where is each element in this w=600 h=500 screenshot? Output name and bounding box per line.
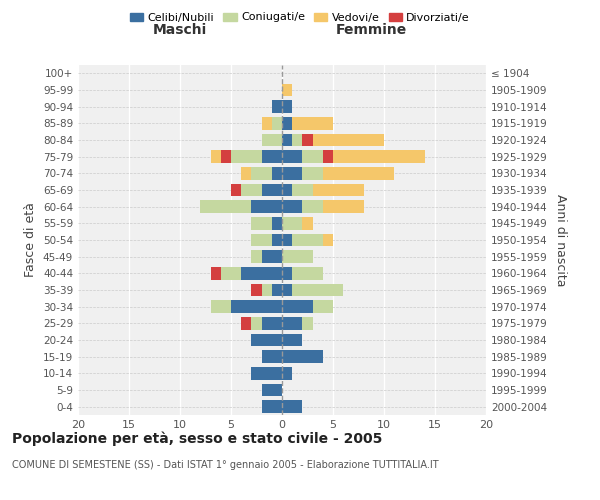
Bar [262,184,282,196]
Bar [333,150,425,163]
Bar [251,250,262,263]
Bar [282,117,292,130]
Bar [221,150,231,163]
Bar [292,117,333,130]
Text: Maschi: Maschi [153,24,207,38]
Bar [251,284,262,296]
Bar [282,150,302,163]
Bar [221,267,241,280]
Bar [211,267,221,280]
Bar [251,167,272,179]
Bar [292,234,323,246]
Bar [262,117,272,130]
Bar [282,167,302,179]
Bar [282,267,292,280]
Bar [241,167,251,179]
Bar [323,150,333,163]
Bar [262,250,282,263]
Text: Popolazione per età, sesso e stato civile - 2005: Popolazione per età, sesso e stato civil… [12,431,382,446]
Bar [313,300,333,313]
Bar [282,300,313,313]
Y-axis label: Fasce di età: Fasce di età [25,202,37,278]
Y-axis label: Anni di nascita: Anni di nascita [554,194,567,286]
Bar [211,300,231,313]
Bar [282,234,292,246]
Bar [282,84,292,96]
Bar [251,367,282,380]
Bar [272,117,282,130]
Bar [241,267,282,280]
Bar [262,150,282,163]
Bar [323,200,364,213]
Bar [262,317,282,330]
Bar [272,284,282,296]
Bar [282,367,292,380]
Bar [272,167,282,179]
Bar [251,234,272,246]
Bar [302,167,323,179]
Bar [211,150,221,163]
Bar [282,100,292,113]
Bar [262,400,282,413]
Bar [272,217,282,230]
Bar [292,284,343,296]
Bar [292,134,302,146]
Bar [251,317,262,330]
Bar [282,317,302,330]
Bar [262,384,282,396]
Bar [282,284,292,296]
Bar [302,134,313,146]
Bar [323,234,333,246]
Bar [251,200,282,213]
Bar [200,200,251,213]
Bar [313,134,384,146]
Bar [282,200,302,213]
Text: COMUNE DI SEMESTENE (SS) - Dati ISTAT 1° gennaio 2005 - Elaborazione TUTTITALIA.: COMUNE DI SEMESTENE (SS) - Dati ISTAT 1°… [12,460,439,469]
Bar [292,267,323,280]
Bar [282,400,302,413]
Bar [262,350,282,363]
Bar [313,184,364,196]
Bar [251,217,272,230]
Bar [262,284,272,296]
Bar [231,184,241,196]
Bar [302,217,313,230]
Bar [282,350,323,363]
Bar [282,184,292,196]
Bar [262,134,282,146]
Bar [241,184,262,196]
Bar [231,150,262,163]
Bar [272,100,282,113]
Bar [231,300,282,313]
Bar [272,234,282,246]
Bar [282,217,302,230]
Bar [251,334,282,346]
Bar [292,184,313,196]
Legend: Celibi/Nubili, Coniugati/e, Vedovi/e, Divorziati/e: Celibi/Nubili, Coniugati/e, Vedovi/e, Di… [125,8,475,27]
Text: Femmine: Femmine [336,24,407,38]
Bar [302,317,313,330]
Bar [302,200,323,213]
Bar [323,167,394,179]
Bar [302,150,323,163]
Bar [282,134,292,146]
Bar [282,334,302,346]
Bar [282,250,313,263]
Bar [241,317,251,330]
